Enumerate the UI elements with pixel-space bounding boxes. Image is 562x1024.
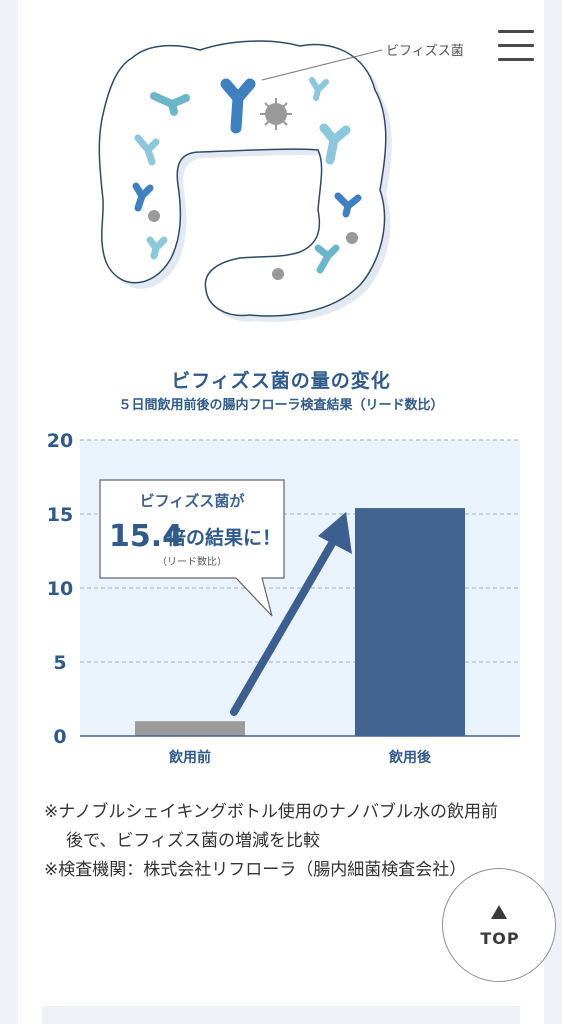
annotation-note: （リード数比） [157, 555, 227, 568]
growth-arrow [230, 536, 338, 716]
back-to-top-button[interactable]: TOP [442, 868, 556, 982]
bifidobacteria-callout-label: ビフィズス菌 [386, 44, 464, 59]
y-tick-label: 5 [53, 652, 66, 674]
bar-after [355, 508, 465, 736]
y-tick-label: 20 [47, 430, 73, 452]
y-tick-label: 10 [47, 578, 73, 600]
next-section-panel [42, 1006, 520, 1024]
footnotes: ※ナノブルシェイキングボトル使用のナノバブル水の飲用前後で、ビフィズス菌の増減を… [44, 798, 514, 885]
footnote-1: ※ナノブルシェイキングボトル使用のナノバブル水の飲用前後で、ビフィズス菌の増減を… [44, 802, 499, 851]
footnote-2: ※検査機関：株式会社リフローラ（腸内細菌検査会社） [44, 860, 467, 880]
annotation-callout [99, 479, 285, 617]
chart-subtitle: ５日間飲用前後の腸内フローラ検査結果（リード数比） [118, 398, 444, 413]
back-to-top-label: TOP [480, 929, 520, 948]
hamburger-menu-icon[interactable] [498, 30, 534, 62]
up-arrow-icon [491, 905, 507, 919]
y-tick-label: 15 [47, 504, 73, 526]
annotation-line1: ビフィズス菌が [140, 492, 246, 510]
annotation-value: 15.4 [109, 519, 183, 554]
bar-chart: 0 5 10 15 20 飲用前 飲用後 ビフィズス菌が 15.4 倍の結果に！ （リード… [47, 430, 520, 766]
x-tick-label: 飲用前 [168, 749, 211, 766]
intestine-illustration [98, 40, 392, 322]
growth-arrow-head [318, 512, 352, 554]
x-tick-label: 飲用後 [388, 749, 432, 766]
y-tick-label: 0 [53, 726, 66, 748]
chart-title: ビフィズス菌の量の変化 [171, 370, 391, 392]
annotation-line2: 倍の結果に！ [167, 526, 281, 549]
bar-before [135, 721, 245, 736]
